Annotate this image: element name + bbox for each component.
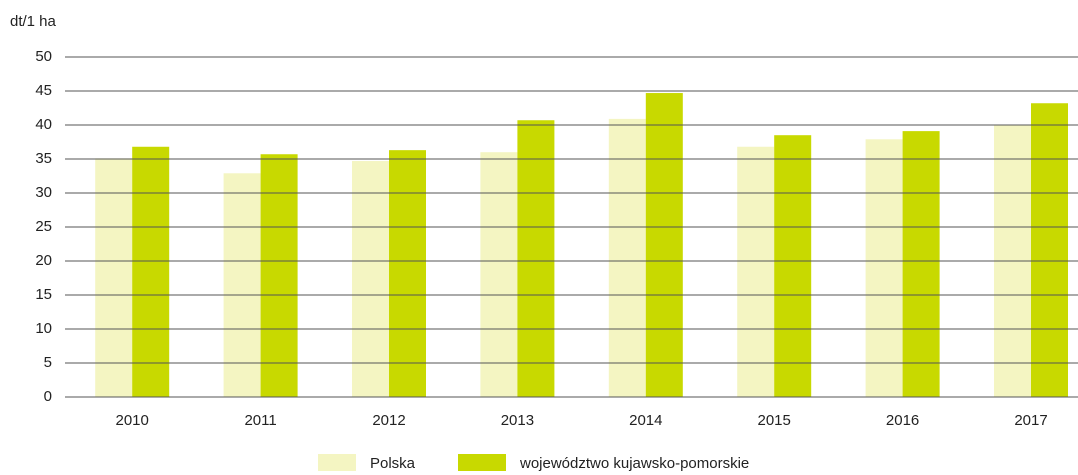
- bar: [774, 135, 812, 397]
- bar: [865, 139, 903, 397]
- y-tick-label: 45: [35, 82, 52, 99]
- y-tick-label: 0: [44, 388, 52, 405]
- bar: [352, 161, 389, 397]
- y-tick-label: 40: [35, 116, 52, 133]
- x-tick-label: 2010: [116, 412, 149, 429]
- y-tick-label: 25: [35, 218, 52, 235]
- bar: [480, 152, 518, 397]
- bar: [95, 158, 133, 397]
- x-tick-label: 2013: [501, 412, 534, 429]
- x-tick-label: 2016: [886, 412, 919, 429]
- x-tick-label: 2017: [1014, 412, 1047, 429]
- bar: [517, 120, 555, 398]
- bar: [223, 173, 261, 397]
- bar: [132, 146, 170, 397]
- y-axis-label: dt/1 ha: [10, 13, 57, 30]
- y-tick-label: 10: [35, 320, 52, 337]
- bar: [902, 131, 940, 397]
- bar: [608, 118, 646, 397]
- x-tick-label: 2012: [372, 412, 405, 429]
- bar: [260, 154, 298, 397]
- bar: [389, 150, 426, 397]
- x-tick-label: 2014: [629, 412, 662, 429]
- y-tick-label: 15: [35, 286, 52, 303]
- y-tick-label: 50: [35, 48, 52, 65]
- y-tick-label: 20: [35, 252, 52, 269]
- x-tick-label: 2011: [244, 412, 276, 429]
- legend-swatch: [458, 454, 506, 471]
- bar: [1031, 103, 1068, 398]
- x-tick-label: 2015: [758, 412, 791, 429]
- y-tick-label: 5: [44, 354, 52, 371]
- legend-label: Polska: [370, 455, 416, 472]
- bar: [645, 93, 683, 397]
- legend-label: województwo kujawsko-pomorskie: [519, 455, 749, 472]
- legend-swatch: [318, 454, 356, 471]
- y-tick-label: 30: [35, 184, 52, 201]
- y-tick-label: 35: [35, 150, 52, 167]
- bar: [737, 146, 775, 397]
